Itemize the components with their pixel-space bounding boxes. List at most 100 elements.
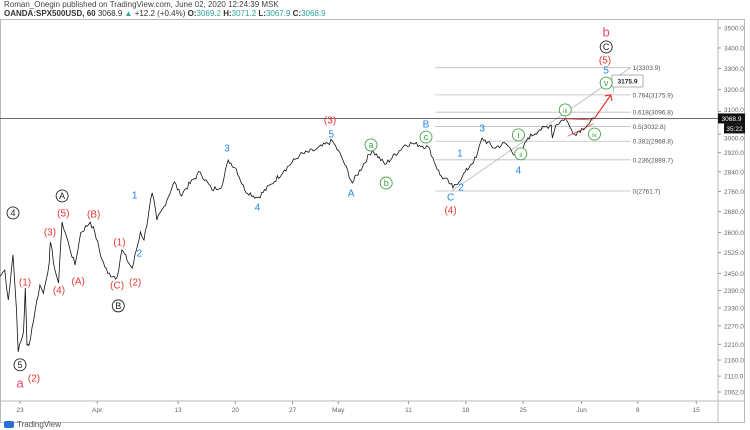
fib-level-label: 0.236(2889.7) <box>633 157 673 164</box>
wave-label: 4 <box>516 166 522 177</box>
tradingview-footer[interactable]: TradingView <box>4 420 61 429</box>
wave-label: b <box>384 178 389 188</box>
wave-label: (C) <box>110 281 124 292</box>
triangle-upper-line <box>562 118 594 121</box>
y-tick-label: 2062.0 <box>724 390 744 397</box>
y-tick-label: 2525.0 <box>724 250 744 257</box>
wave-label: 5 <box>17 360 22 370</box>
wave-label: c <box>424 132 429 142</box>
wave-label: 3 <box>479 124 485 135</box>
wave-label: A <box>348 188 355 199</box>
wave-label: A <box>59 191 65 201</box>
y-tick-label: 2760.0 <box>724 189 744 196</box>
fib-level-label: 1(3303.9) <box>633 65 661 72</box>
x-tick-label: 20 <box>232 407 240 414</box>
wave-label: (1) <box>113 238 125 249</box>
x-tick-label: Apr <box>92 407 103 414</box>
wave-label: B <box>115 301 121 311</box>
wave-label: 2 <box>458 182 464 193</box>
y-tick-label: 2840.0 <box>724 169 744 176</box>
x-tick-label: 11 <box>405 407 412 414</box>
x-tick-label: 23 <box>16 407 24 414</box>
wave-label-circle <box>55 189 69 203</box>
wave-label-circle <box>588 127 601 141</box>
wave-label: (2) <box>129 277 141 288</box>
wave-label: (5) <box>57 208 69 219</box>
y-tick-label: 2680.0 <box>724 209 744 216</box>
tradingview-logo-icon <box>4 421 14 428</box>
wave-label: C <box>603 42 610 52</box>
wave-label: a <box>368 140 373 150</box>
wave-label: 5 <box>603 65 609 76</box>
price-change: +12.2 (+0.4%) <box>134 9 186 18</box>
publisher-line: Roman_Onegin published on TradingView.co… <box>4 0 279 9</box>
y-tick-label: 2160.0 <box>724 358 744 365</box>
wave-label: iii <box>563 108 567 115</box>
wave-label: 1 <box>457 148 463 159</box>
close-value: 3068.9 <box>301 9 326 18</box>
wave-label: (1) <box>19 277 31 288</box>
wave-label-circle <box>514 147 528 161</box>
wave-label-circle <box>13 358 27 372</box>
x-tick-label: 15 <box>693 407 701 414</box>
countdown-label: 35:22 <box>726 126 743 133</box>
y-tick-label: 3400.0 <box>724 45 744 52</box>
countdown-badge <box>724 123 745 134</box>
y-tick-label: 2390.0 <box>724 288 744 295</box>
x-tick-label: May <box>332 407 345 414</box>
wave-label-circle <box>599 76 613 90</box>
y-tick-label: 2330.0 <box>724 305 744 312</box>
x-tick-label: 18 <box>462 407 470 414</box>
x-tick-label: Jun <box>576 407 587 414</box>
symbol-legend: OANDA:SPX500USD, 60 3068.9 ▲ +12.2 (+0.4… <box>4 9 326 18</box>
y-tick-label: 3100.0 <box>724 107 744 114</box>
wave-label-circle <box>364 138 378 152</box>
wave-label-circle <box>6 206 20 220</box>
x-tick-label: 13 <box>174 407 182 414</box>
high-value: 3071.2 <box>231 9 257 18</box>
low-label: L: <box>258 9 266 18</box>
wave-label: 3 <box>224 143 230 154</box>
fib-level-label: 0.5(3032.8) <box>633 124 666 131</box>
open-label: O: <box>187 9 197 18</box>
wave-label: v <box>604 78 609 88</box>
y-tick-label: 3200.0 <box>724 87 744 94</box>
current-price-badge-label: 3068.9 <box>722 116 742 123</box>
current-price-badge <box>718 113 745 124</box>
wave-label: 1 <box>132 190 138 201</box>
arrow-head-icon <box>604 94 613 101</box>
x-tick-label: 27 <box>289 407 297 414</box>
wave-label: (2) <box>28 373 40 384</box>
triangle-lower-line <box>567 123 594 137</box>
wave-label-circle <box>599 40 613 54</box>
close-label: C: <box>292 9 302 18</box>
wave-label: (5) <box>599 55 611 66</box>
wave-label-circle <box>379 176 393 190</box>
wave-label: 5 <box>328 130 334 141</box>
open-value: 3069.2 <box>196 9 221 18</box>
wave-label-circle <box>558 103 572 117</box>
wave-label: C <box>447 192 454 203</box>
wave-label: (B) <box>87 209 100 220</box>
low-value: 3067.9 <box>265 9 291 18</box>
y-tick-label: 2920.0 <box>724 150 744 157</box>
wave-label-circle <box>511 128 525 142</box>
wave-label: (4) <box>53 285 65 296</box>
symbol-name[interactable]: OANDA:SPX500USD, 60 <box>4 9 96 18</box>
wave-label: (3) <box>324 116 336 127</box>
wave-label: a <box>16 375 24 390</box>
x-tick-label: 25 <box>519 407 527 414</box>
y-tick-label: 2270.0 <box>724 323 744 330</box>
up-triangle-icon: ▲ <box>124 9 133 18</box>
wave-label: 4 <box>10 208 15 218</box>
y-tick-label: 2210.0 <box>724 342 744 349</box>
wave-label: iv <box>592 132 597 139</box>
brand-name: TradingView <box>17 420 62 429</box>
fib-level-label: 0.618(3096.8) <box>633 110 673 117</box>
wave-label: ii <box>519 152 522 159</box>
y-tick-label: 2450.0 <box>724 271 744 278</box>
chart-frame <box>0 19 745 423</box>
fib-level-label: 0(2761.7) <box>633 188 661 195</box>
wave-label-circle <box>419 130 433 144</box>
